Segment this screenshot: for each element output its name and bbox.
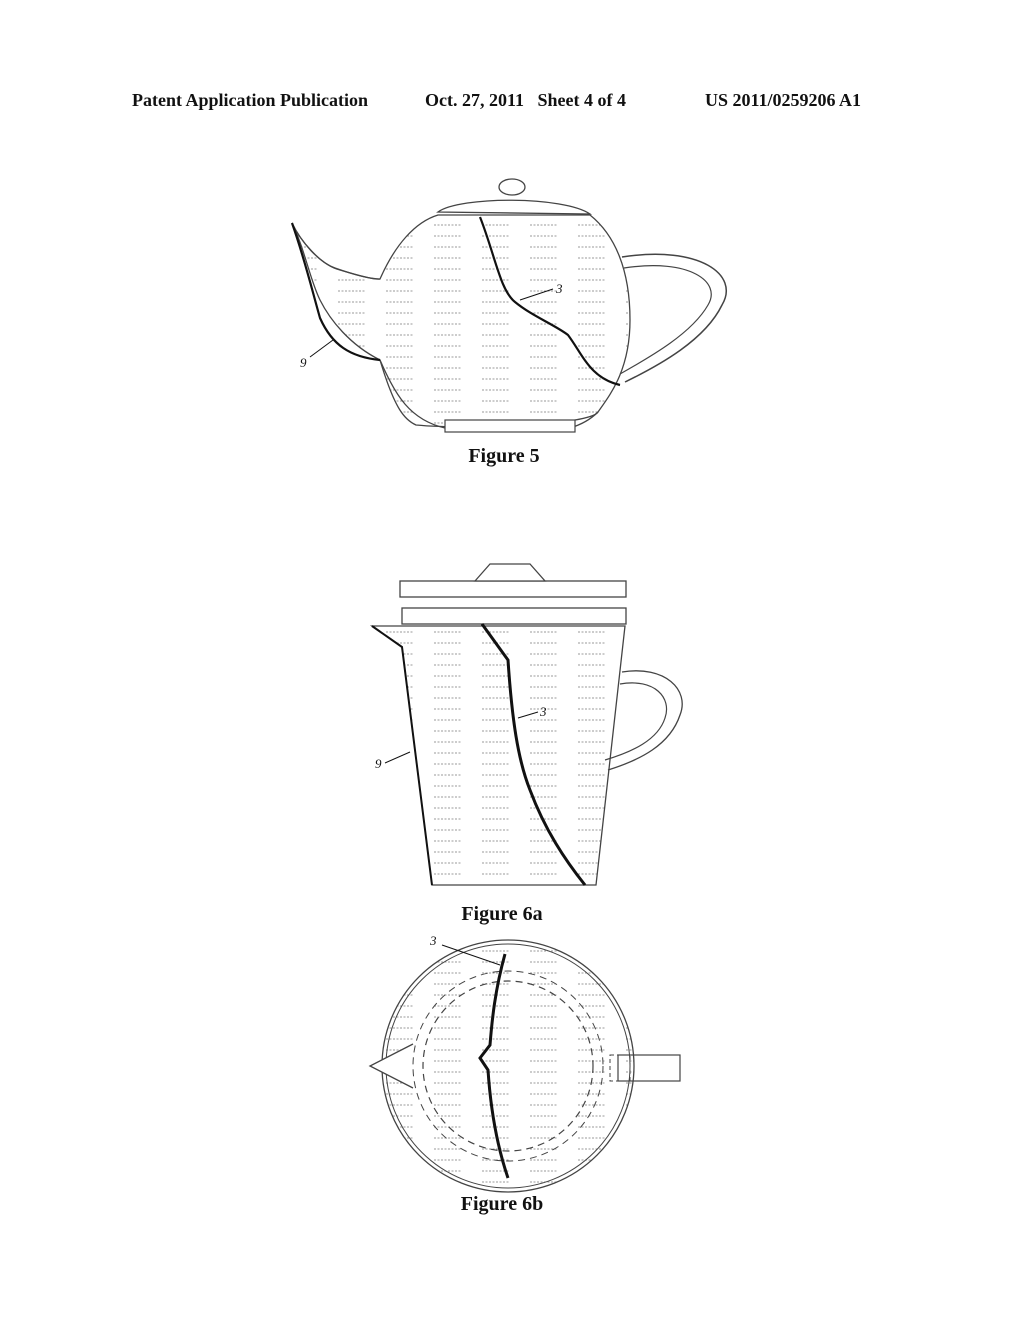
figure-6b-ref-3: 3: [429, 933, 437, 948]
figure-6a-ref-3: 3: [539, 704, 547, 719]
figure-6b-jug-top: 3: [370, 933, 680, 1192]
figure-6a-ref-9: 9: [375, 756, 382, 771]
figure-6b-caption: Figure 6b: [402, 1193, 602, 1216]
figure-5-caption: Figure 5: [404, 445, 604, 468]
figure-5-teapot: 3 9: [292, 179, 726, 432]
figure-5-ref-9: 9: [300, 355, 307, 370]
figure-6a-caption: Figure 6a: [402, 903, 602, 926]
figure-5-ref-3: 3: [555, 281, 563, 296]
figure-6a-jug: 3 9: [372, 564, 682, 885]
